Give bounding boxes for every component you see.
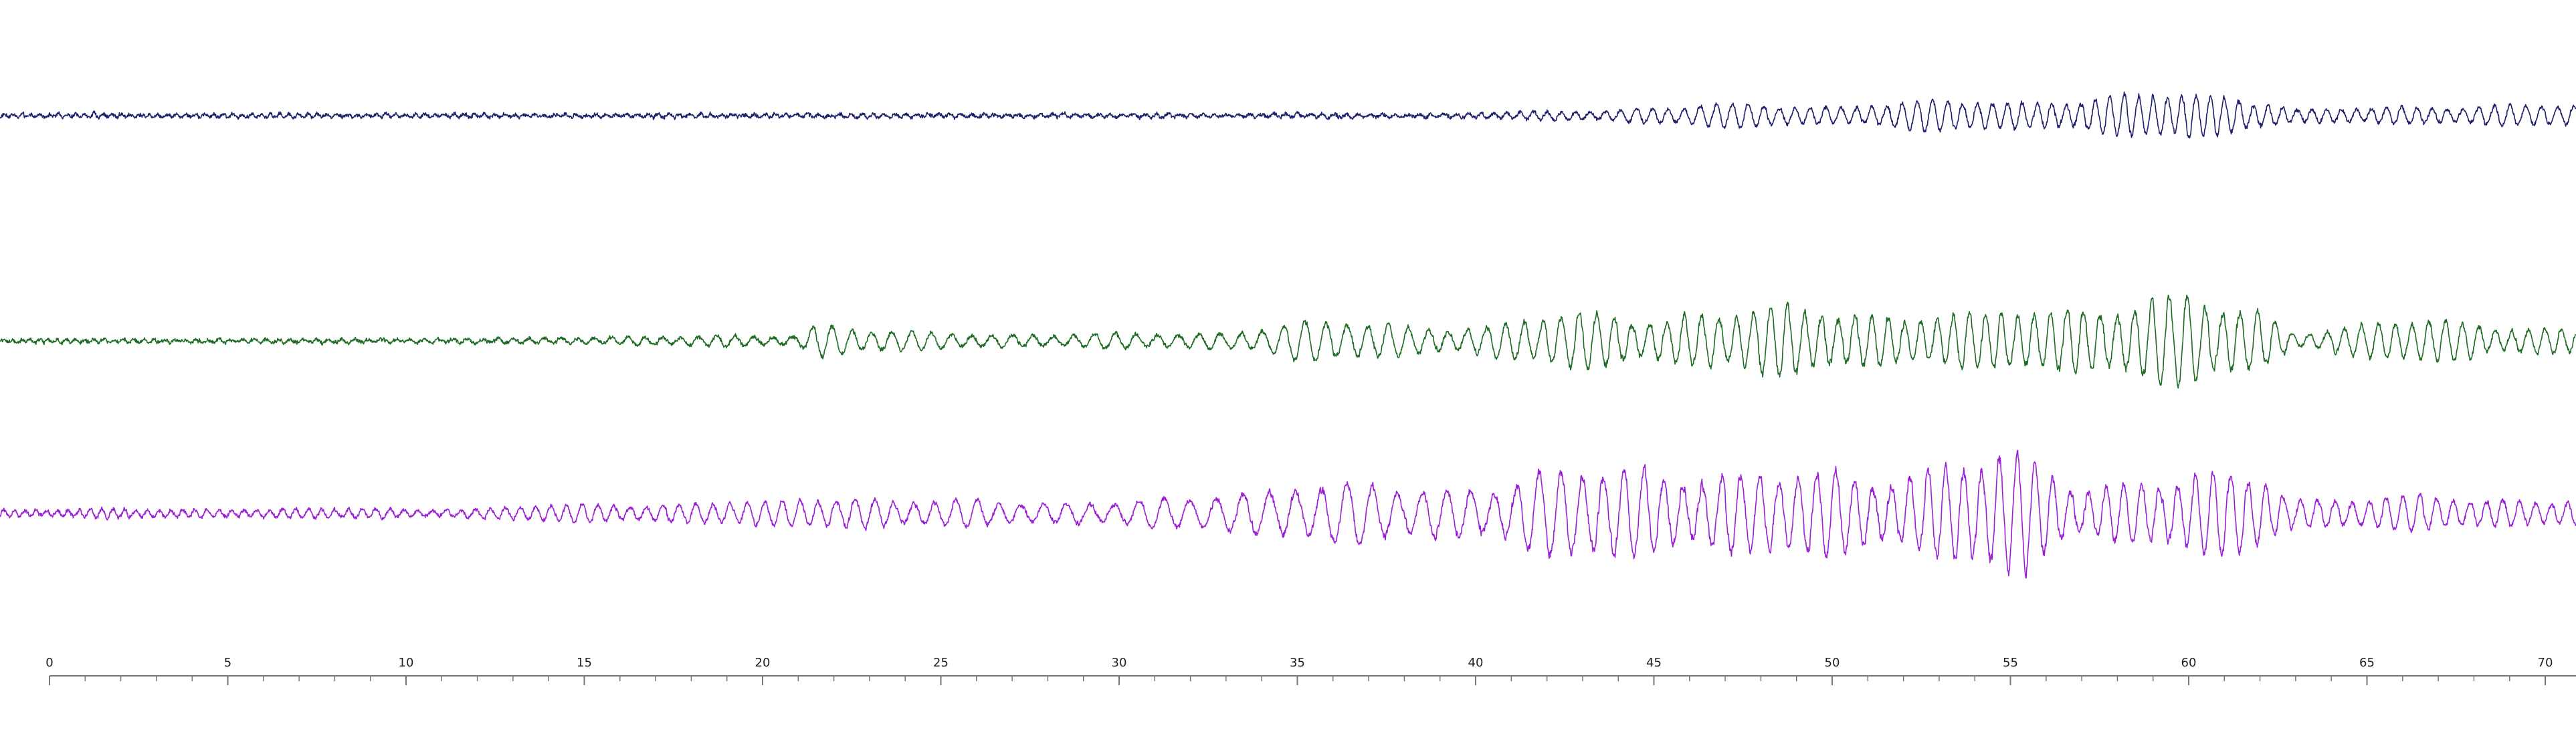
series-trace-3 bbox=[0, 449, 2576, 579]
x-axis: 0 5 10 15 20 25 30 35 40 45 50 55 60 65 70 bbox=[45, 656, 2576, 685]
x-tick-label: 0 bbox=[45, 656, 53, 670]
x-tick-label: 10 bbox=[399, 656, 414, 670]
x-tick-label: 60 bbox=[2181, 656, 2197, 670]
x-tick-label: 20 bbox=[755, 656, 771, 670]
x-tick-label: 45 bbox=[1646, 656, 1662, 670]
x-tick-label: 15 bbox=[577, 656, 592, 670]
x-tick-label: 65 bbox=[2359, 656, 2375, 670]
series-trace-2 bbox=[0, 294, 2576, 389]
x-tick-label: 55 bbox=[2003, 656, 2018, 670]
x-tick-label: 70 bbox=[2538, 656, 2553, 670]
x-tick-label: 5 bbox=[224, 656, 231, 670]
x-tick-label: 40 bbox=[1468, 656, 1484, 670]
x-tick-label: 35 bbox=[1290, 656, 1305, 670]
x-tick-label: 50 bbox=[1825, 656, 1840, 670]
traces-group bbox=[0, 91, 2576, 579]
x-tick-label: 30 bbox=[1112, 656, 1127, 670]
x-tick-label: 25 bbox=[933, 656, 949, 670]
series-trace-1 bbox=[0, 91, 2576, 139]
